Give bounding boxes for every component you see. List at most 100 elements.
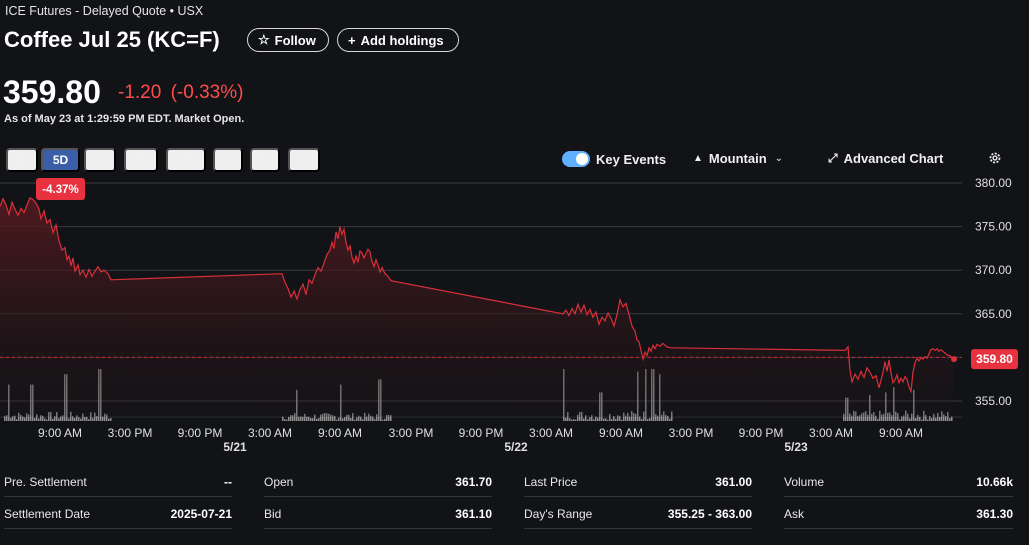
stat-divider [784,496,1013,497]
volume-bar [655,414,657,421]
toggle-switch-icon[interactable] [562,151,590,167]
stat-label: Settlement Date [4,507,91,521]
volume-bar [106,414,108,421]
volume-bar [587,419,589,421]
price-chart[interactable]: 380.00375.00370.00365.00360.00355.00359.… [0,172,1029,467]
volume-bar [382,419,384,421]
chart-type-dropdown[interactable]: ▲ Mountain ⌄ [693,151,783,166]
volume-bar [629,416,631,421]
x-tick-label: 9:00 PM [739,426,784,440]
volume-bar [314,414,316,421]
volume-bar [609,413,611,421]
volume-bar [320,414,322,421]
volume-bar [903,415,905,421]
stat-value: 361.70 [455,475,492,489]
volume-bar [571,419,573,421]
x-tick-label: 9:00 PM [459,426,504,440]
volume-bar [282,416,284,421]
volume-bar [665,414,667,421]
follow-button[interactable]: ☆ Follow [247,28,329,52]
volume-bar [927,419,929,421]
range-5d[interactable]: 5D [41,148,80,172]
volume-bar [330,414,332,421]
stat-value: 361.30 [976,507,1013,521]
volume-bar [354,419,356,421]
price-line [0,196,955,394]
stat-value: 361.00 [715,475,752,489]
volume-bar [667,415,669,421]
volume-bar [92,417,94,421]
volume-bar [284,419,286,421]
current-price: 359.80 [3,74,101,110]
range-1m[interactable]: 1M [84,148,116,172]
x-tick-label: 3:00 PM [389,426,434,440]
range-5y[interactable]: 5Y [250,148,280,172]
volume-bar [74,417,76,421]
volume-bar [16,419,18,421]
plus-icon: + [348,32,356,48]
chart-settings-button[interactable] [988,151,1002,165]
range-ytd[interactable]: YTD [166,148,206,172]
y-tick-label: 380.00 [975,176,1012,190]
x-tick-label: 9:00 PM [178,426,223,440]
range-6m[interactable]: 6M [124,148,158,172]
volume-bar [102,416,104,421]
volume-bar [376,414,378,421]
volume-bar [80,418,82,421]
volume-bar [372,416,374,421]
volume-bar [294,413,296,421]
volume-bar [324,413,326,421]
add-holdings-label: Add holdings [360,32,444,48]
volume-bar [306,416,308,421]
volume-bar [657,415,659,421]
volume-bar [352,413,354,421]
volume-bar [84,416,86,421]
volume-bar [617,415,619,421]
volume-bar [332,415,334,421]
volume-bar [881,414,883,421]
volume-bar [342,418,344,421]
key-events-toggle[interactable]: Key Events [562,151,666,167]
price-area [0,197,954,417]
stat-label: Pre. Settlement [4,475,87,489]
date-label: 5/21 [223,440,247,454]
volume-bar [4,415,6,421]
volume-bar [312,418,314,421]
volume-bar [585,415,587,421]
star-icon: ☆ [258,32,270,47]
volume-bar [388,414,390,421]
volume-bar [647,419,649,421]
volume-bar [308,416,310,421]
volume-bar [597,417,599,421]
volume-bar [949,418,951,421]
volume-bar [374,418,376,421]
volume-bar [390,415,392,421]
volume-bar [591,415,593,421]
range-all[interactable]: All [288,148,320,172]
advanced-chart-button[interactable]: ⤢ Advanced Chart [828,151,943,166]
volume-bar [40,415,42,421]
volume-bar [86,416,88,421]
stat-label: Last Price [524,475,578,489]
range-1y[interactable]: 1Y [213,148,243,172]
volume-bar [931,418,933,421]
volume-bar [384,418,386,421]
volume-bar [615,418,617,421]
volume-bar [901,416,903,421]
volume-bar [569,418,571,421]
volume-bar [78,417,80,421]
volume-bar [76,415,78,421]
volume-bar [72,416,74,421]
chart-type-label: Mountain [708,151,767,166]
volume-bar [286,419,288,421]
volume-bar [104,413,106,421]
add-holdings-button[interactable]: + Add holdings [337,28,459,52]
volume-bar [851,415,853,421]
range-1d[interactable]: 1D [6,148,38,172]
volume-bar [328,413,330,421]
volume-bar [366,416,368,421]
change-percent: (-0.33%) [170,82,244,103]
volume-bar [362,419,364,421]
stat-divider [524,528,752,529]
page-title: Coffee Jul 25 (KC=F) [4,27,220,52]
